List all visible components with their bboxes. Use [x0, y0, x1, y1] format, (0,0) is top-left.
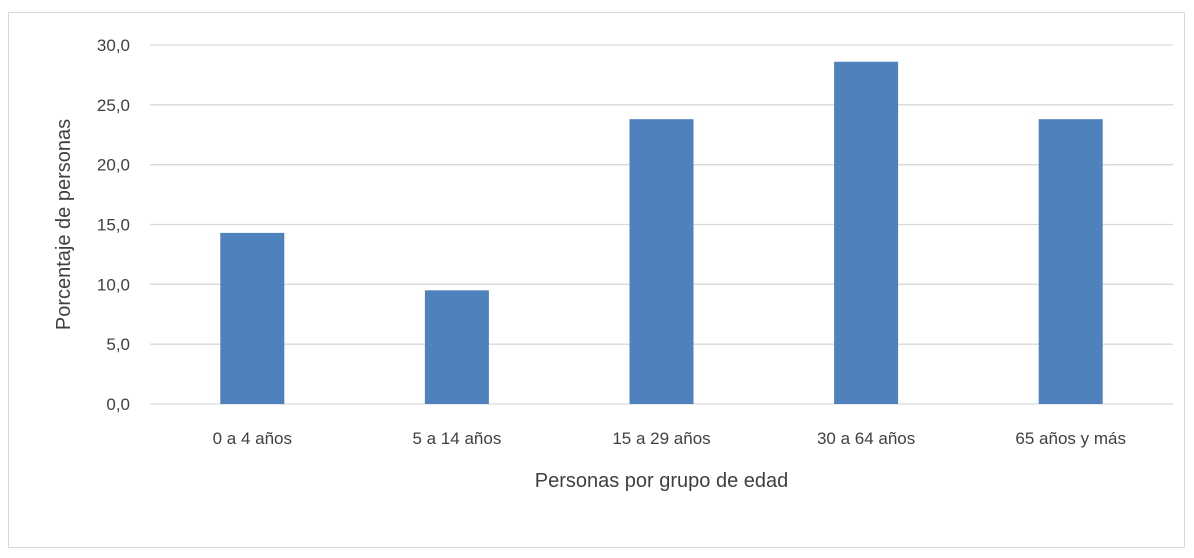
x-tick-label: 5 a 14 años [412, 429, 501, 448]
x-tick-label: 15 a 29 años [612, 429, 710, 448]
y-tick-label: 10,0 [97, 275, 130, 294]
y-tick-labels: 0,0 5,0 10,0 15,0 20,0 25,0 30,0 [97, 36, 130, 414]
y-tick-label: 30,0 [97, 36, 130, 55]
y-axis-title: Porcentaje de personas [53, 119, 75, 330]
x-tick-label: 30 a 64 años [817, 429, 915, 448]
y-tick-label: 0,0 [106, 395, 130, 414]
x-tick-labels: 0 a 4 años 5 a 14 años 15 a 29 años 30 a 64… [213, 429, 1126, 448]
x-tick-label: 0 a 4 años [213, 429, 292, 448]
bars [220, 61, 1103, 405]
y-tick-label: 15,0 [97, 216, 130, 235]
bar [424, 290, 489, 404]
bar [834, 61, 899, 405]
chart-frame [8, 12, 1185, 548]
y-tick-label: 5,0 [106, 335, 130, 354]
bar [220, 232, 285, 404]
x-tick-label: 65 años y más [1015, 429, 1126, 448]
y-tick-label: 25,0 [97, 96, 130, 115]
x-axis-title: Personas por grupo de edad [535, 470, 789, 492]
y-tick-label: 20,0 [97, 156, 130, 175]
bar [629, 119, 694, 405]
bar [1038, 119, 1103, 405]
